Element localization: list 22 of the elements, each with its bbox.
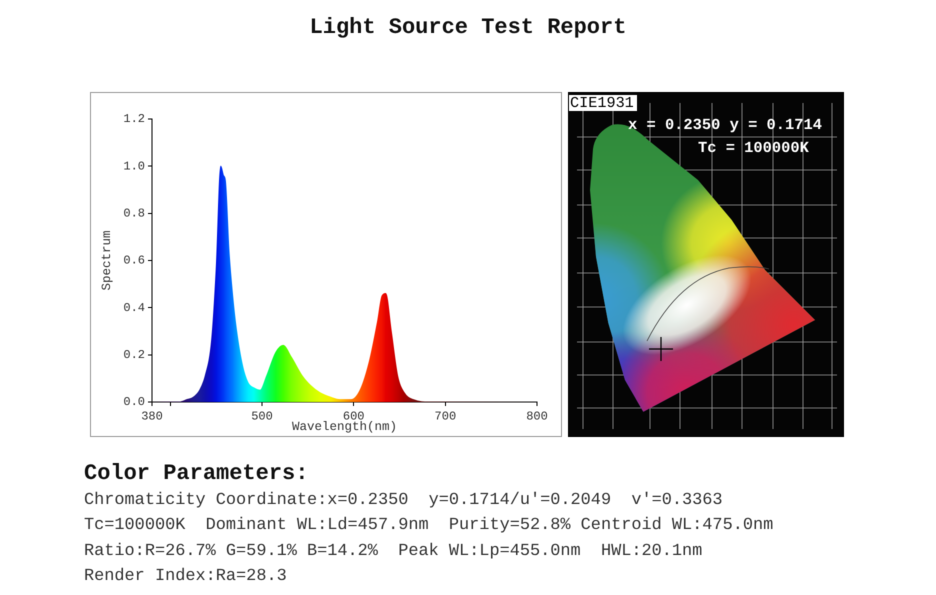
y-tick-label: 0.8 <box>123 206 145 221</box>
y-tick-label: 0.4 <box>123 300 145 315</box>
text: CIE1931 <box>570 94 634 112</box>
x-axis-title: Wavelength(nm) <box>292 420 398 434</box>
text: Tc=100000K Dominant WL:Ld=457.9nm Purity=52.8% Centroid WL:475.0nm <box>84 516 774 536</box>
text: Color Parameters: <box>84 461 308 486</box>
y-tick-label: 0.0 <box>123 395 145 410</box>
text: Chromaticity Coordinate:x=0.2350 y=0.1714/u'=0.2049 v'=0.3363 <box>84 491 723 510</box>
x-tick-label: 500 <box>251 409 273 424</box>
text: Tc = 100000K <box>698 139 809 157</box>
text: Ratio:R=26.7% G=59.1% B=14.2% Peak WL:Lp=455.0nm HWL:20.1nm <box>84 542 702 561</box>
y-tick-label: 0.2 <box>123 348 145 362</box>
text: Light Source Test Report <box>310 15 626 40</box>
x-tick-label: 700 <box>434 409 456 424</box>
y-tick-label: 1.2 <box>123 112 145 126</box>
y-tick-label: 0.6 <box>123 254 145 268</box>
x-tick-label: 380 <box>141 409 163 424</box>
text: x = 0.2350 y = 0.1714 <box>628 116 822 134</box>
text: Render Index:Ra=28.3 <box>84 566 287 586</box>
y-axis-title: Spectrum <box>100 230 114 291</box>
x-tick-label: 800 <box>526 409 548 424</box>
y-tick-label: 1.0 <box>123 159 145 174</box>
